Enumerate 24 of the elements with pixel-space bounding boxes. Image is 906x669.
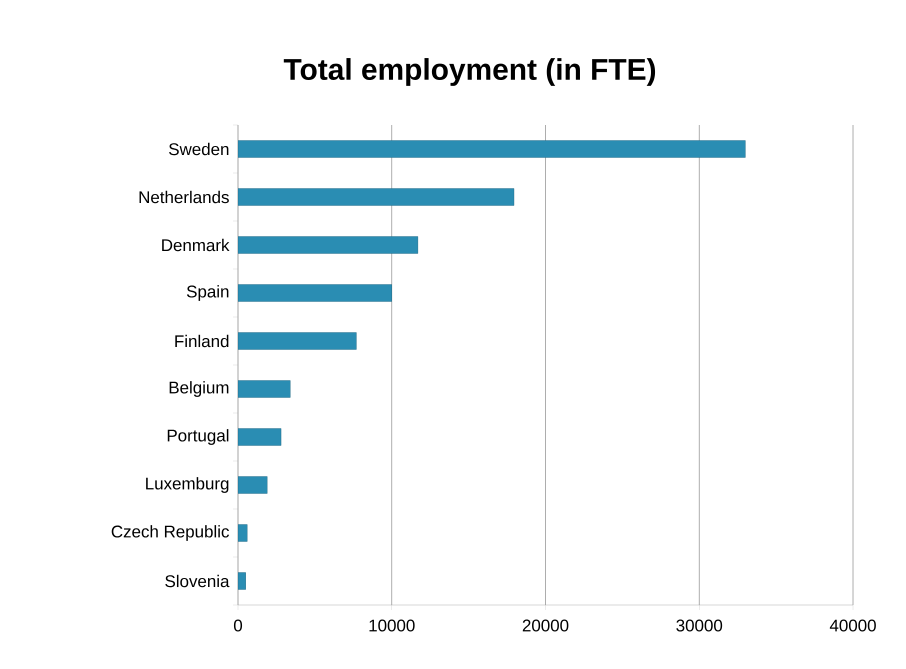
- y-tick-label: Slovenia: [165, 574, 230, 588]
- y-tick-label: Spain: [186, 285, 228, 301]
- y-tick-label: Luxemburg: [146, 477, 228, 493]
- y-tick-label: Belgium: [170, 381, 228, 397]
- bar: [238, 476, 268, 494]
- bar: [238, 140, 746, 158]
- bar: [238, 236, 418, 254]
- x-tick-label: 20000: [522, 620, 568, 632]
- bar: [238, 332, 357, 350]
- y-tick-label: Finland: [175, 334, 228, 348]
- x-tick-label: 40000: [830, 620, 876, 632]
- y-tick-label: Netherlands: [140, 190, 229, 204]
- chart-title: Total employment (in FTE): [284, 58, 656, 86]
- y-tick-label: Sweden: [169, 142, 228, 156]
- y-tick-label: Denmark: [162, 238, 230, 252]
- bar: [238, 380, 290, 398]
- x-tick-label: 0: [234, 620, 242, 632]
- bar: [238, 284, 392, 302]
- y-tick-label: Czech Republic: [112, 525, 229, 541]
- x-tick-label: 10000: [370, 620, 415, 632]
- x-tick-label: 30000: [676, 620, 722, 632]
- bar: [238, 428, 282, 446]
- y-tick-label: Portugal: [168, 429, 228, 445]
- bar: [238, 188, 514, 206]
